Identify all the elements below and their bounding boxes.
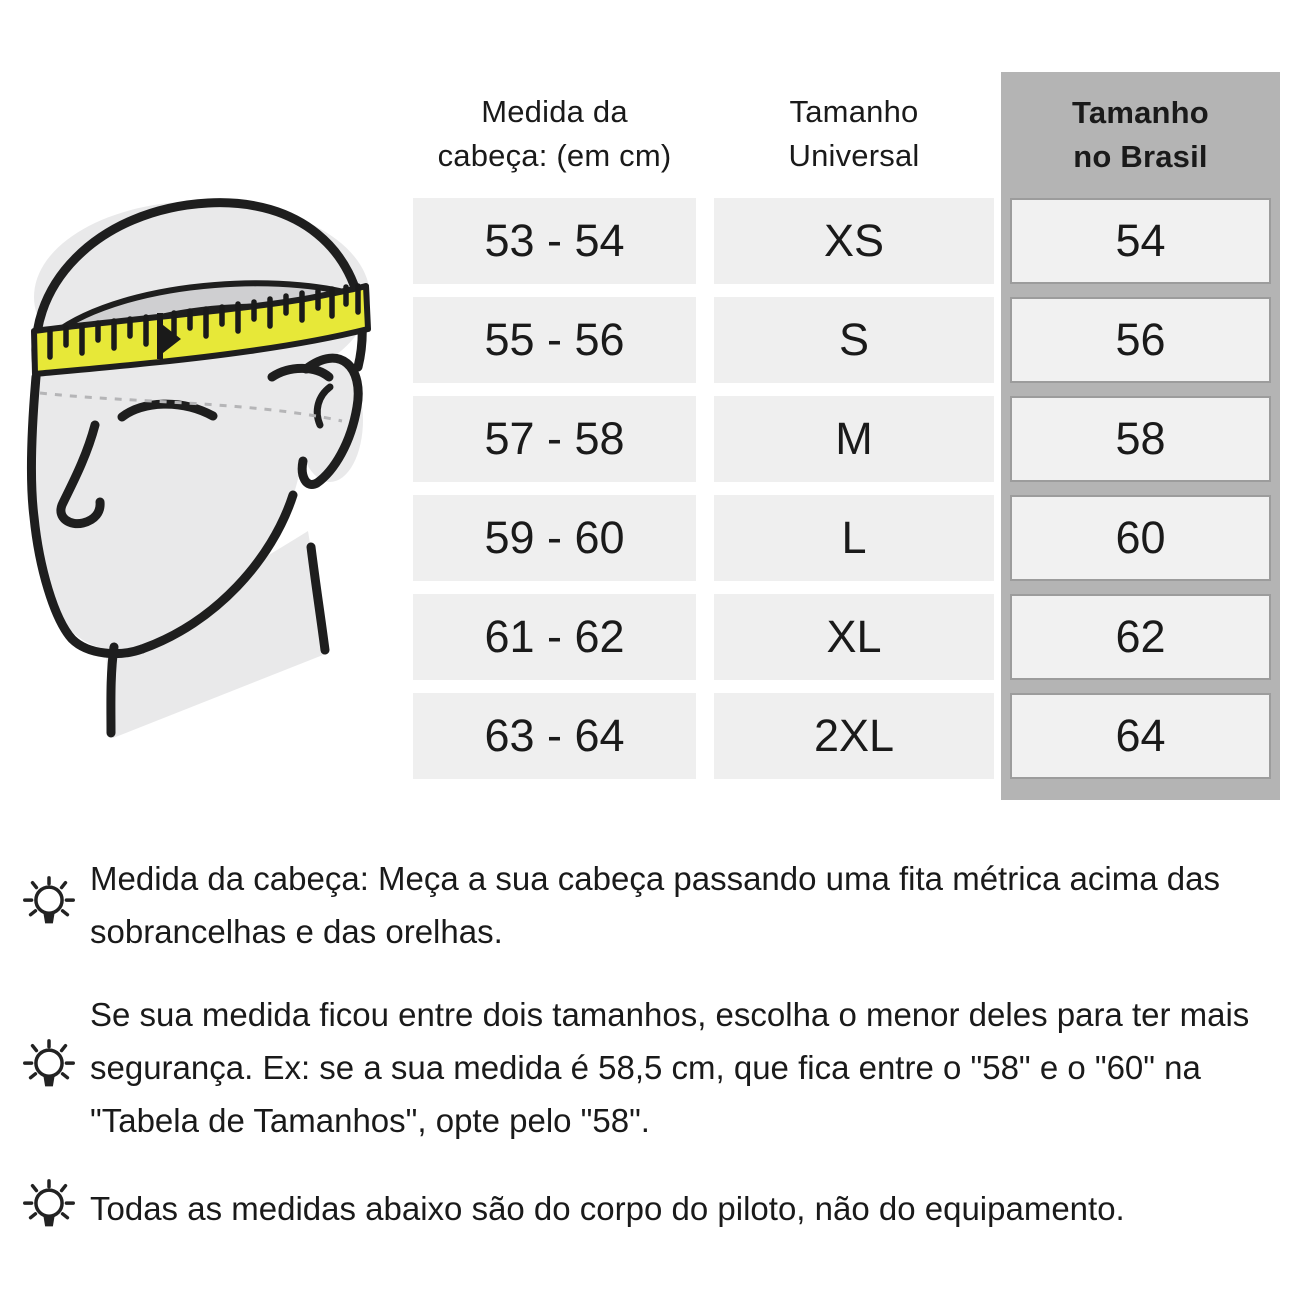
- header-line: cabeça: (em cm): [437, 138, 672, 173]
- column-header-universal-size: Tamanho Universal: [714, 70, 994, 198]
- cell-universal-size: S: [714, 297, 994, 383]
- header-line: no Brasil: [1073, 139, 1208, 174]
- note-measure-head: Medida da cabeça: Meça a sua cabeça pass…: [8, 852, 1294, 958]
- note-line: segurança. Ex: se a sua medida é 58,5 cm…: [90, 1049, 1201, 1086]
- column-universal-size: Tamanho Universal XS S M L XL 2XL: [714, 70, 994, 792]
- cell-brazil-size: 56: [1010, 297, 1271, 383]
- cell-universal-size: 2XL: [714, 693, 994, 779]
- column-header-head-measurement: Medida da cabeça: (em cm): [413, 70, 696, 198]
- note-line: sobrancelhas e das orelhas.: [90, 913, 503, 950]
- note-between-sizes: Se sua medida ficou entre dois tamanhos,…: [8, 988, 1294, 1147]
- size-table: Medida da cabeça: (em cm) 53 - 54 55 - 5…: [413, 70, 1280, 800]
- cell-brazil-size: 58: [1010, 396, 1271, 482]
- cell-head-cm: 57 - 58: [413, 396, 696, 482]
- cell-head-cm: 55 - 56: [413, 297, 696, 383]
- column-header-brazil-size: Tamanho no Brasil: [1010, 72, 1271, 198]
- cell-head-cm: 53 - 54: [413, 198, 696, 284]
- cell-head-cm: 61 - 62: [413, 594, 696, 680]
- note-text: Se sua medida ficou entre dois tamanhos,…: [90, 988, 1249, 1147]
- cell-universal-size: XS: [714, 198, 994, 284]
- cell-brazil-size: 64: [1010, 693, 1271, 779]
- note-line: Medida da cabeça: Meça a sua cabeça pass…: [90, 860, 1220, 897]
- head-with-tape-drawing: [27, 198, 371, 738]
- note-body-measurements: Todas as medidas abaixo são do corpo do …: [8, 1177, 1294, 1239]
- head-measurement-illustration: [10, 195, 400, 795]
- note-line: Se sua medida ficou entre dois tamanhos,…: [90, 996, 1250, 1033]
- lightbulb-icon: [8, 874, 90, 936]
- note-line: "Tabela de Tamanhos", opte pelo "58".: [90, 1102, 650, 1139]
- header-line: Medida da: [481, 94, 628, 129]
- cell-universal-size: M: [714, 396, 994, 482]
- cell-brazil-size: 54: [1010, 198, 1271, 284]
- header-line: Tamanho: [789, 94, 919, 129]
- cell-brazil-size: 60: [1010, 495, 1271, 581]
- column-brazil-size-highlighted: Tamanho no Brasil 54 56 58 60 62 64: [1001, 72, 1280, 800]
- cell-universal-size: XL: [714, 594, 994, 680]
- header-line: Universal: [788, 138, 920, 173]
- header-line: Tamanho: [1072, 95, 1209, 130]
- lightbulb-icon: [8, 1037, 90, 1099]
- cell-head-cm: 59 - 60: [413, 495, 696, 581]
- notes-section: Medida da cabeça: Meça a sua cabeça pass…: [8, 852, 1294, 1269]
- cell-head-cm: 63 - 64: [413, 693, 696, 779]
- lightbulb-icon: [8, 1177, 90, 1239]
- cell-brazil-size: 62: [1010, 594, 1271, 680]
- note-text: Medida da cabeça: Meça a sua cabeça pass…: [90, 852, 1220, 958]
- column-head-measurement: Medida da cabeça: (em cm) 53 - 54 55 - 5…: [413, 70, 696, 792]
- note-text: Todas as medidas abaixo são do corpo do …: [90, 1182, 1125, 1235]
- cell-universal-size: L: [714, 495, 994, 581]
- note-line: Todas as medidas abaixo são do corpo do …: [90, 1189, 1125, 1227]
